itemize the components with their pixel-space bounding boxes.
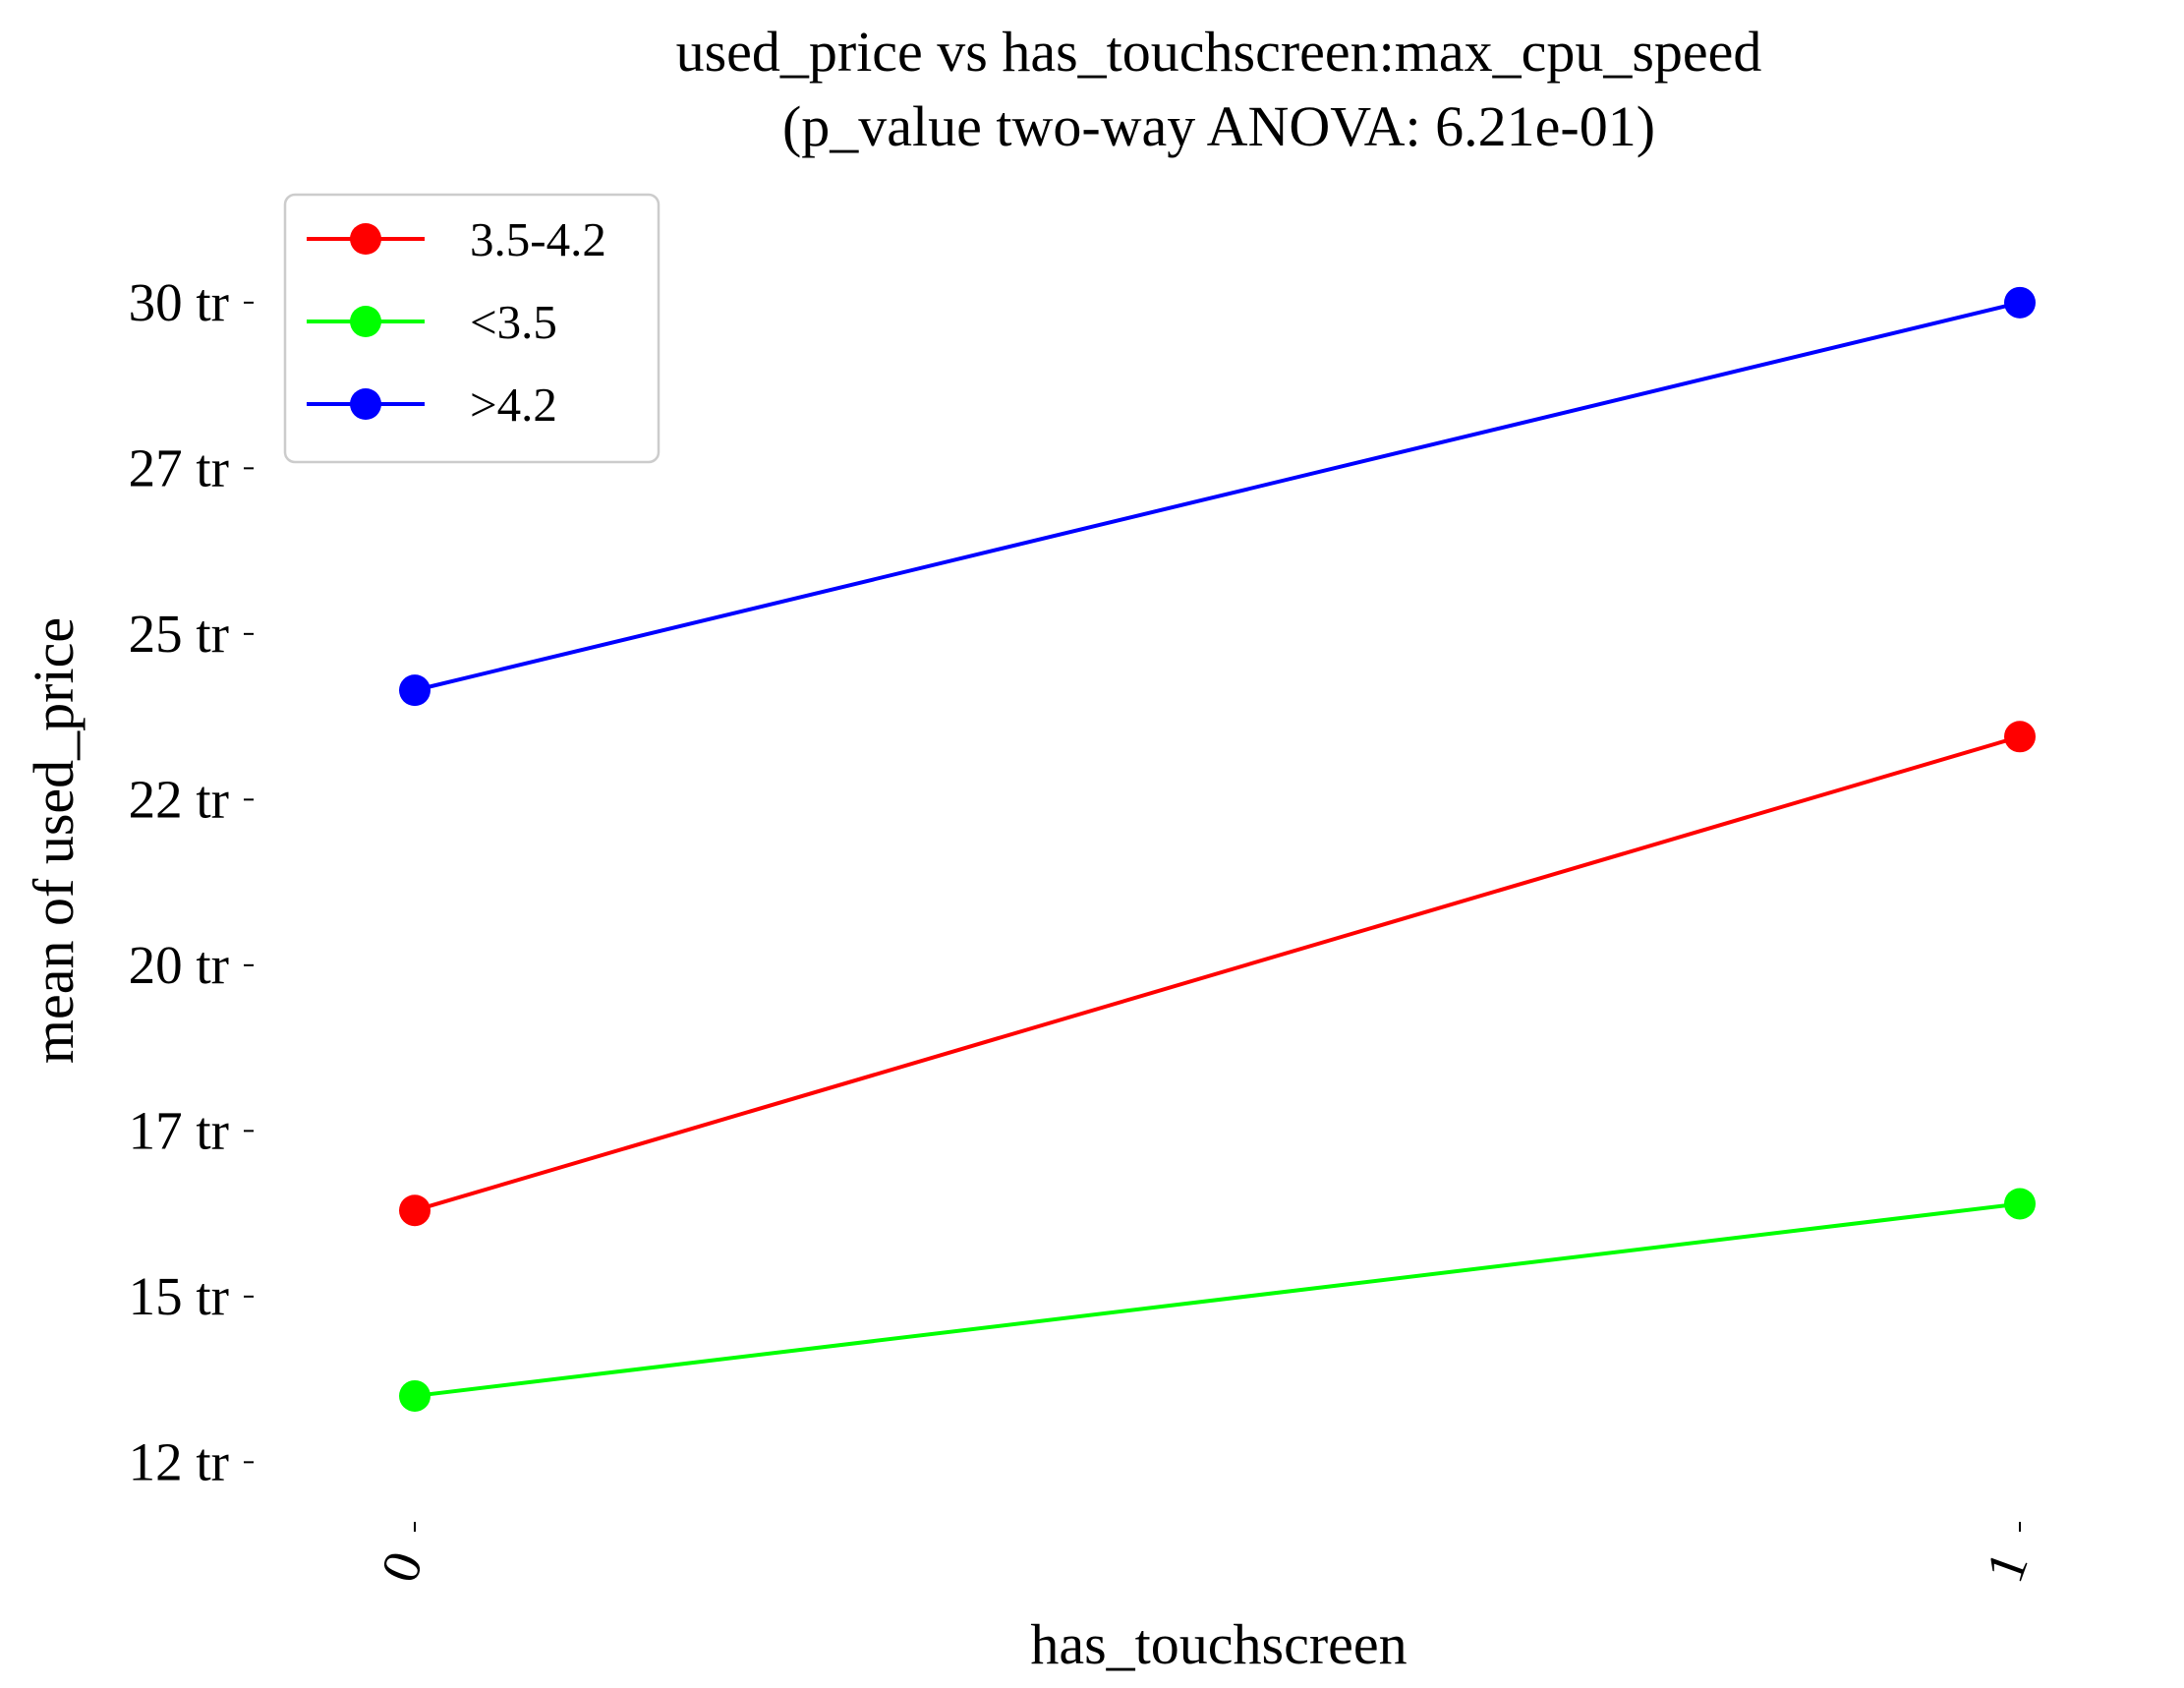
- series-line: [414, 1201, 2021, 1398]
- series-layer: [399, 286, 2036, 1412]
- y-axis: 12 tr 15 tr 17 tr 20 tr 22 tr 25 tr 27 tr 30 tr: [129, 272, 254, 1491]
- chart-subtitle: (p_value two-way ANOVA: 6.21e-01): [782, 94, 1655, 158]
- data-point: [399, 674, 431, 707]
- data-point: [399, 1194, 431, 1227]
- legend-label: <3.5: [470, 295, 557, 349]
- y-tick-label: 15 tr: [129, 1266, 229, 1326]
- data-point: [399, 1379, 431, 1412]
- series-line: [414, 300, 2021, 693]
- legend: 3.5-4.2 <3.5 >4.2: [283, 193, 661, 464]
- data-point: [2004, 1188, 2036, 1220]
- series: [399, 1188, 2036, 1412]
- x-axis-label: has_touchscreen: [1030, 1612, 1407, 1676]
- chart-title: used_price vs has_touchscreen:max_cpu_sp…: [676, 20, 1762, 84]
- legend-label: 3.5-4.2: [470, 212, 606, 266]
- x-tick-label: 0: [369, 1543, 434, 1590]
- legend-item: 3.5-4.2: [307, 212, 606, 266]
- y-tick-label: 22 tr: [129, 769, 229, 829]
- y-tick-label: 27 tr: [129, 437, 229, 497]
- data-point: [2004, 721, 2036, 753]
- series-line: [414, 734, 2021, 1213]
- y-tick-label: 12 tr: [129, 1431, 229, 1491]
- series: [399, 286, 2036, 707]
- legend-item: <3.5: [307, 295, 557, 349]
- y-tick-label: 20 tr: [129, 935, 229, 995]
- x-tick-label: 1: [1974, 1543, 2040, 1590]
- legend-label: >4.2: [470, 378, 557, 432]
- data-point: [2004, 286, 2036, 319]
- y-axis-label: mean of used_price: [22, 617, 86, 1064]
- series: [399, 721, 2036, 1227]
- y-tick-label: 30 tr: [129, 272, 229, 332]
- legend-swatch-marker: [350, 388, 381, 420]
- legend-swatch-marker: [350, 223, 381, 255]
- y-tick-label: 25 tr: [129, 604, 229, 664]
- y-tick-label: 17 tr: [129, 1100, 229, 1160]
- legend-item: >4.2: [307, 378, 557, 432]
- legend-swatch-marker: [350, 306, 381, 337]
